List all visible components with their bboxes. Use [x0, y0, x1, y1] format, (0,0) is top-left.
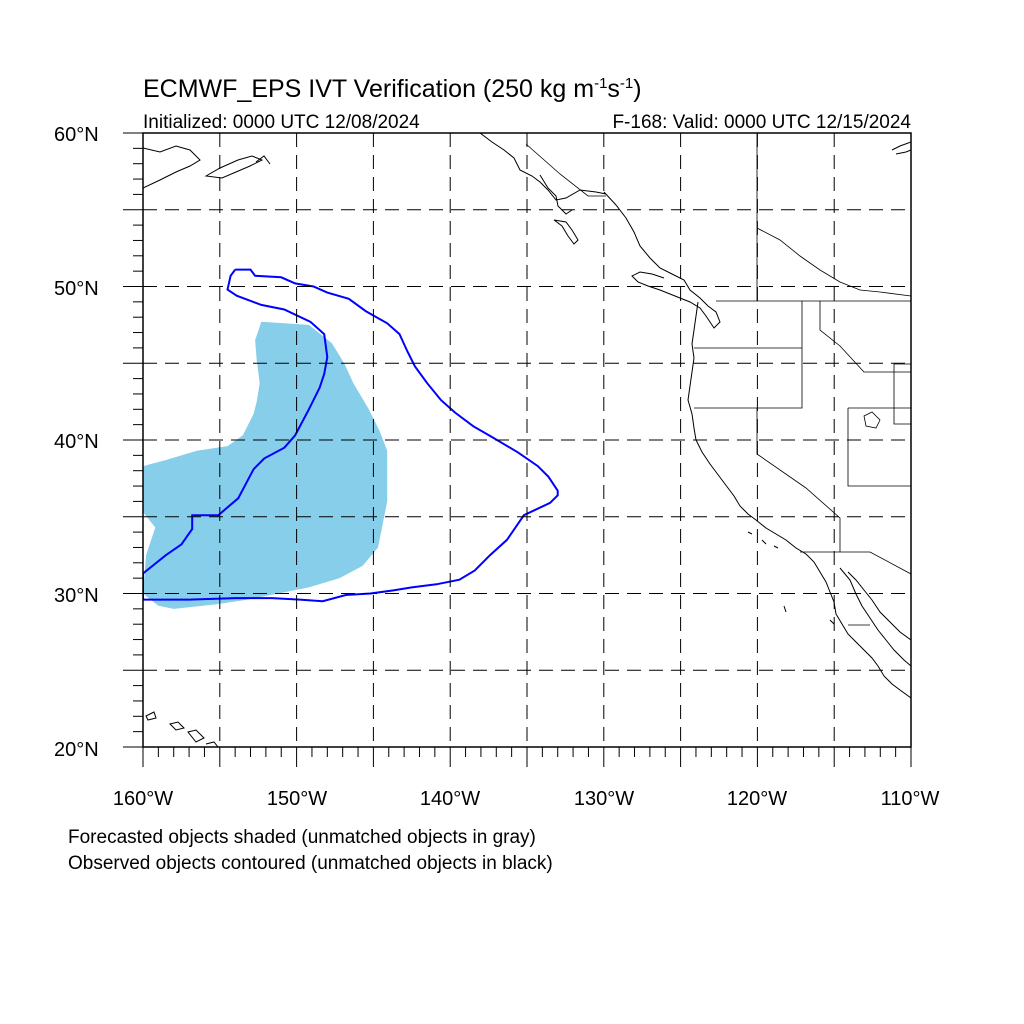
axis-ticks — [123, 132, 912, 767]
lat-label-20n: 20°N — [54, 739, 99, 761]
init-time-label: Initialized: 0000 UTC 12/08/2024 — [143, 112, 420, 133]
figure-title: ECMWF_EPS IVT Verification (250 kg m-1s-… — [143, 75, 642, 103]
political-borders — [525, 133, 911, 626]
footer-observed-note: Observed objects contoured (unmatched ob… — [68, 853, 553, 874]
lon-label-120w: 120°W — [727, 788, 787, 810]
latitude-labels: 60°N 50°N 40°N 30°N 20°N — [54, 124, 99, 761]
lon-label-110w: 110°W — [881, 788, 940, 810]
footer-forecast-note: Forecasted objects shaded (unmatched obj… — [68, 827, 536, 848]
lat-label-60n: 60°N — [54, 124, 99, 146]
border-great-salt-lake — [863, 411, 881, 429]
forecast-ivt-object — [143, 321, 388, 609]
lon-label-160w: 160°W — [113, 788, 173, 810]
border-canada-provinces — [756, 227, 911, 297]
coastline-alaska — [143, 145, 271, 189]
coastline-west-coast — [479, 133, 911, 699]
coastlines — [143, 133, 911, 747]
lat-label-50n: 50°N — [54, 278, 99, 300]
observed-ivt-contour — [143, 268, 559, 603]
map-area — [143, 133, 911, 747]
lon-label-150w: 150°W — [267, 788, 327, 810]
valid-time-label: F-168: Valid: 0000 UTC 12/15/2024 — [612, 112, 911, 133]
longitude-labels: 160°W 150°W 140°W 130°W 120°W 110°W — [113, 788, 940, 810]
lat-lon-grid — [143, 133, 911, 747]
lon-label-130w: 130°W — [574, 788, 634, 810]
coastline-islands — [747, 531, 835, 625]
border-alaska-canada — [525, 143, 606, 197]
lat-label-40n: 40°N — [54, 431, 99, 453]
border-state-lines — [694, 133, 911, 626]
coastline-top-right — [891, 141, 911, 155]
lon-label-140w: 140°W — [420, 788, 480, 810]
coastline-hawaii — [145, 711, 219, 747]
lat-label-30n: 30°N — [54, 585, 99, 607]
